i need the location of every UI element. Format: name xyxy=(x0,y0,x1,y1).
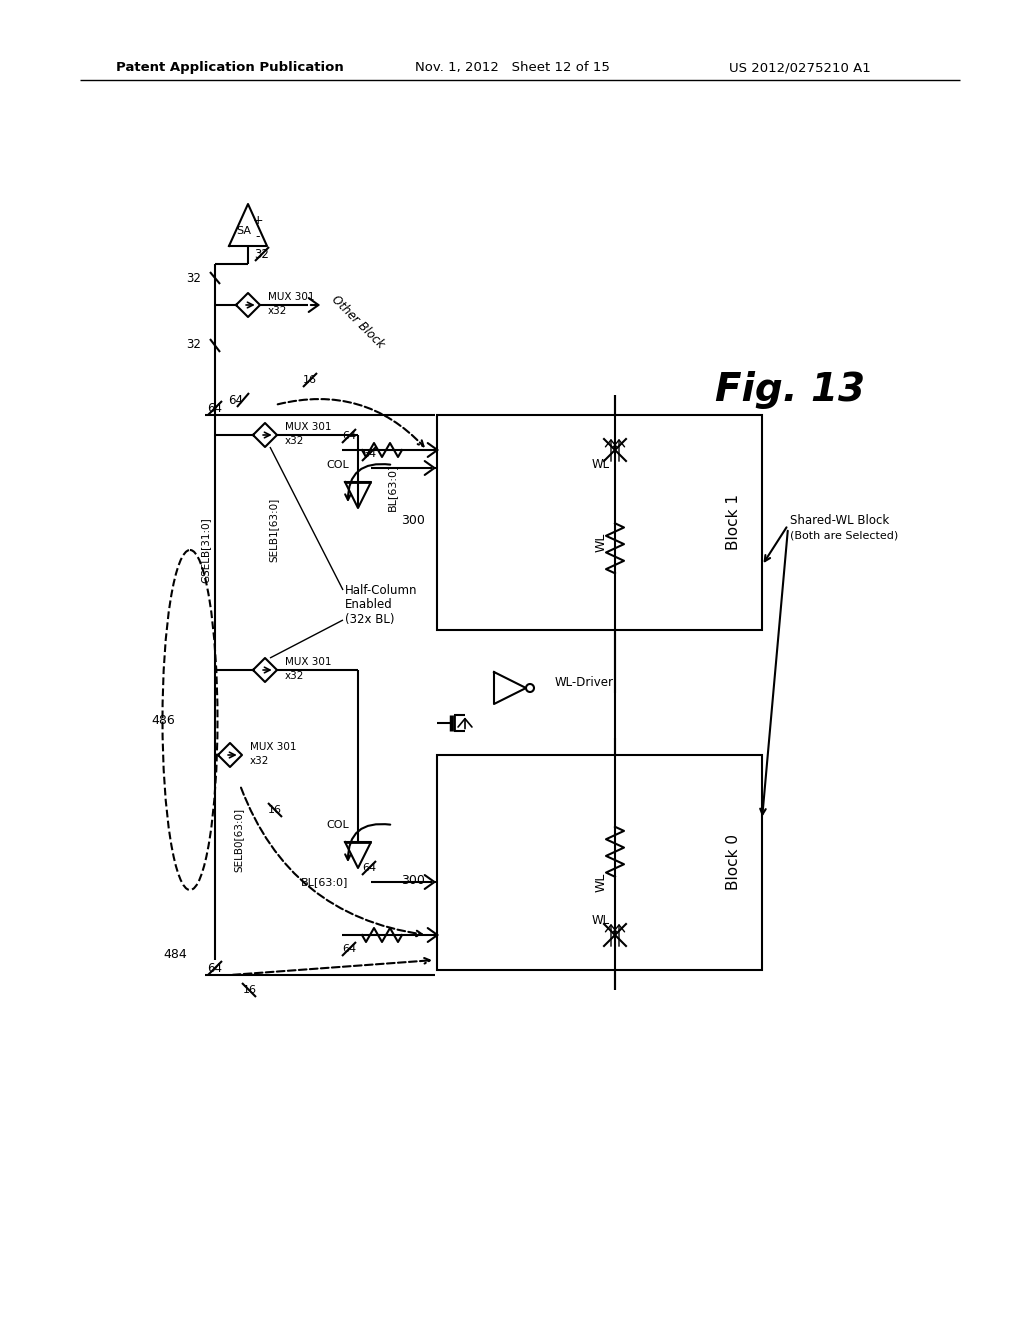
Bar xyxy=(437,755,762,970)
Text: SELB1[63:0]: SELB1[63:0] xyxy=(268,498,278,562)
Text: WL-Driver: WL-Driver xyxy=(555,676,614,689)
Text: Shared-WL Block: Shared-WL Block xyxy=(790,513,889,527)
Text: Nov. 1, 2012   Sheet 12 of 15: Nov. 1, 2012 Sheet 12 of 15 xyxy=(415,62,609,74)
Text: BL[63:0]: BL[63:0] xyxy=(301,876,348,887)
Text: MUX 301: MUX 301 xyxy=(285,657,332,667)
Text: 64: 64 xyxy=(228,393,243,407)
Text: 64: 64 xyxy=(208,401,222,414)
Text: Other Block: Other Block xyxy=(329,293,387,351)
Text: WL: WL xyxy=(595,532,607,552)
Text: WL: WL xyxy=(592,915,610,928)
Bar xyxy=(437,414,762,630)
Text: -: - xyxy=(256,231,260,243)
Text: (32x BL): (32x BL) xyxy=(345,614,394,627)
Text: 484: 484 xyxy=(163,949,186,961)
Text: WL: WL xyxy=(595,873,607,892)
Text: Block 1: Block 1 xyxy=(726,494,741,550)
Text: x32: x32 xyxy=(285,671,304,681)
Text: 64: 64 xyxy=(342,944,356,954)
Text: +: + xyxy=(253,214,263,227)
Text: 16: 16 xyxy=(303,375,317,385)
Text: COL: COL xyxy=(327,459,349,470)
Text: MUX 301: MUX 301 xyxy=(250,742,297,752)
Text: 300: 300 xyxy=(401,874,425,887)
Text: US 2012/0275210 A1: US 2012/0275210 A1 xyxy=(729,62,870,74)
Text: 32: 32 xyxy=(186,272,201,285)
Text: SA: SA xyxy=(237,226,252,236)
Text: 64: 64 xyxy=(361,449,376,459)
Text: BL[63:0]: BL[63:0] xyxy=(387,463,397,511)
Text: MUX 301: MUX 301 xyxy=(268,292,314,302)
Text: 64: 64 xyxy=(342,432,356,441)
Text: Enabled: Enabled xyxy=(345,598,393,611)
Text: 64: 64 xyxy=(208,961,222,974)
Text: x32: x32 xyxy=(285,436,304,446)
Text: Fig. 13: Fig. 13 xyxy=(715,371,865,409)
Text: COL: COL xyxy=(327,820,349,830)
Text: GSELB[31:0]: GSELB[31:0] xyxy=(200,517,210,583)
Text: MUX 301: MUX 301 xyxy=(285,422,332,432)
Text: 486: 486 xyxy=(152,714,175,726)
Text: Patent Application Publication: Patent Application Publication xyxy=(116,62,344,74)
Text: 32: 32 xyxy=(186,338,201,351)
Text: Half-Column: Half-Column xyxy=(345,583,418,597)
Text: x32: x32 xyxy=(268,306,288,315)
Text: 300: 300 xyxy=(401,513,425,527)
Text: (Both are Selected): (Both are Selected) xyxy=(790,531,898,540)
Text: Block 0: Block 0 xyxy=(726,834,741,890)
Text: x32: x32 xyxy=(250,756,269,766)
Text: 16: 16 xyxy=(268,805,282,814)
Text: 16: 16 xyxy=(243,985,257,995)
Text: WL: WL xyxy=(592,458,610,470)
Text: 64: 64 xyxy=(361,863,376,873)
Text: SELB0[63:0]: SELB0[63:0] xyxy=(233,808,243,873)
Text: 32: 32 xyxy=(255,248,269,260)
